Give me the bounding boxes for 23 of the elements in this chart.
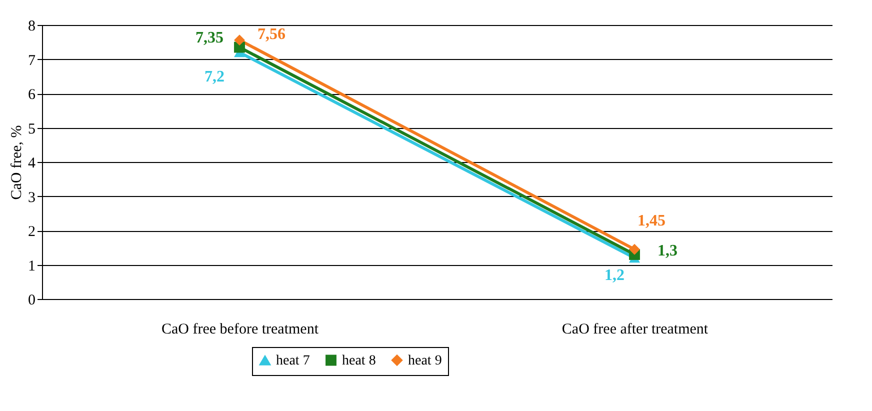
x-tick-label: CaO free before treatment	[162, 322, 320, 338]
y-tick-label: 2	[28, 224, 36, 240]
y-tick-label: 3	[28, 190, 36, 206]
y-tick-label: 5	[28, 121, 36, 138]
point	[629, 244, 640, 255]
point	[234, 34, 245, 46]
y-tick-label: 8	[28, 18, 36, 34]
y-tick-label: 7	[28, 52, 36, 69]
data-label: 7,35	[196, 29, 224, 46]
y-tick-label: 4	[28, 156, 36, 172]
data-label: 1,3	[658, 242, 678, 260]
y-tick-label: 1	[28, 258, 36, 274]
y-tick-label: 0	[28, 292, 36, 308]
x-tick-label: CaO free after treatment	[562, 322, 709, 338]
data-label: 1,2	[604, 266, 624, 284]
data-label: 7,56	[258, 26, 286, 44]
data-label: 7,2	[204, 68, 224, 86]
y-tick-label: 6	[28, 87, 36, 103]
legend-label: heat 7	[276, 354, 310, 369]
data-label: 1,45	[638, 212, 666, 230]
y-axis-title: CaO free, %	[9, 125, 25, 200]
legend-label: heat 8	[342, 353, 376, 368]
legend-label: heat 9	[408, 353, 442, 368]
